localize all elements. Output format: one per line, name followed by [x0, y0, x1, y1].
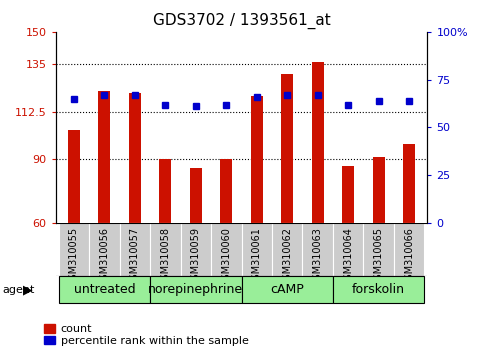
Text: norepinephrine: norepinephrine — [148, 283, 243, 296]
Bar — [372, 157, 385, 223]
Bar — [89, 223, 120, 276]
Title: GDS3702 / 1393561_at: GDS3702 / 1393561_at — [153, 13, 330, 29]
Text: GSM310060: GSM310060 — [221, 227, 231, 286]
Bar — [251, 96, 263, 223]
Text: GSM310066: GSM310066 — [404, 227, 414, 286]
Text: GSM310061: GSM310061 — [252, 227, 262, 286]
Legend: count, percentile rank within the sample: count, percentile rank within the sample — [44, 324, 249, 346]
Text: GSM310057: GSM310057 — [130, 227, 140, 286]
Text: cAMP: cAMP — [270, 283, 304, 296]
Text: ▶: ▶ — [23, 283, 33, 296]
Text: GSM310065: GSM310065 — [374, 227, 384, 286]
Bar — [58, 223, 89, 276]
Bar — [242, 276, 333, 303]
Bar — [342, 166, 355, 223]
Text: agent: agent — [2, 285, 35, 295]
Bar — [302, 223, 333, 276]
Bar — [394, 223, 425, 276]
Bar — [150, 276, 242, 303]
Bar — [363, 223, 394, 276]
Text: untreated: untreated — [73, 283, 135, 296]
Text: forskolin: forskolin — [352, 283, 405, 296]
Bar — [58, 276, 150, 303]
Bar — [159, 159, 171, 223]
Bar — [220, 159, 232, 223]
Bar — [120, 223, 150, 276]
Bar — [312, 62, 324, 223]
Bar — [98, 91, 111, 223]
Bar — [242, 223, 272, 276]
Bar — [181, 223, 211, 276]
Bar — [211, 223, 242, 276]
Bar — [333, 276, 425, 303]
Bar — [281, 74, 293, 223]
Bar — [190, 168, 202, 223]
Bar — [403, 144, 415, 223]
Text: GSM310059: GSM310059 — [191, 227, 201, 286]
Text: GSM310062: GSM310062 — [282, 227, 292, 286]
Text: GSM310063: GSM310063 — [313, 227, 323, 286]
Bar — [128, 93, 141, 223]
Bar — [68, 130, 80, 223]
Bar — [272, 223, 302, 276]
Text: GSM310055: GSM310055 — [69, 227, 79, 286]
Bar — [333, 223, 363, 276]
Text: GSM310056: GSM310056 — [99, 227, 109, 286]
Text: GSM310058: GSM310058 — [160, 227, 170, 286]
Text: GSM310064: GSM310064 — [343, 227, 353, 286]
Bar — [150, 223, 181, 276]
